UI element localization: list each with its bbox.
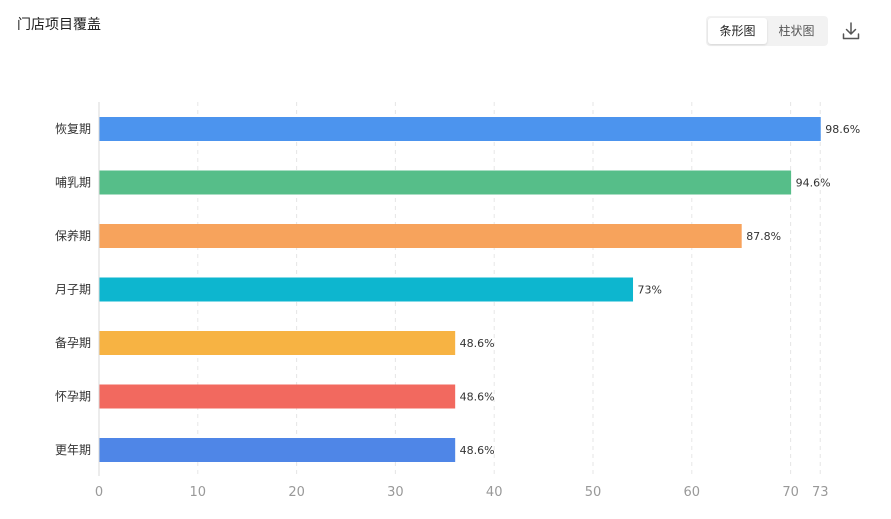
x-tick-label: 20: [288, 485, 305, 500]
category-label: 怀孕期: [55, 390, 91, 404]
x-tick-label: 40: [486, 485, 503, 500]
bar-chart-tab[interactable]: 条形图: [708, 18, 767, 44]
category-label: 哺乳期: [55, 176, 91, 190]
category-label: 更年期: [55, 443, 91, 457]
category-label: 保养期: [55, 228, 91, 243]
data-label: 48.6%: [460, 444, 495, 457]
x-tick-label: 30: [387, 485, 404, 500]
x-tick-label: 0: [95, 485, 103, 500]
bar: [99, 384, 456, 409]
download-icon[interactable]: [840, 20, 862, 42]
data-label: 98.6%: [825, 123, 860, 136]
bar: [99, 438, 456, 462]
bar: [99, 170, 792, 195]
category-label: 备孕期: [55, 336, 91, 350]
category-label: 月子期: [55, 283, 91, 297]
column-chart-tab[interactable]: 柱状图: [778, 24, 815, 38]
x-tick-label: 60: [684, 485, 701, 500]
bar: [99, 277, 634, 302]
data-label: 73%: [638, 284, 662, 297]
data-label: 48.6%: [460, 391, 495, 404]
chart-title: 门店项目覆盖: [17, 17, 101, 33]
data-label: 87.8%: [746, 230, 781, 243]
bar: [99, 331, 456, 355]
x-tick-label: 73: [812, 485, 829, 500]
x-tick-label: 10: [190, 485, 207, 500]
chart-type-toggle: 条形图 柱状图: [706, 16, 828, 46]
x-tick-label: 70: [782, 485, 799, 500]
data-label: 94.6%: [796, 177, 831, 190]
bar: [99, 224, 742, 248]
category-label: 恢复期: [55, 122, 91, 136]
x-tick-label: 50: [585, 485, 602, 500]
data-label: 48.6%: [460, 337, 495, 350]
bar: [99, 117, 821, 141]
